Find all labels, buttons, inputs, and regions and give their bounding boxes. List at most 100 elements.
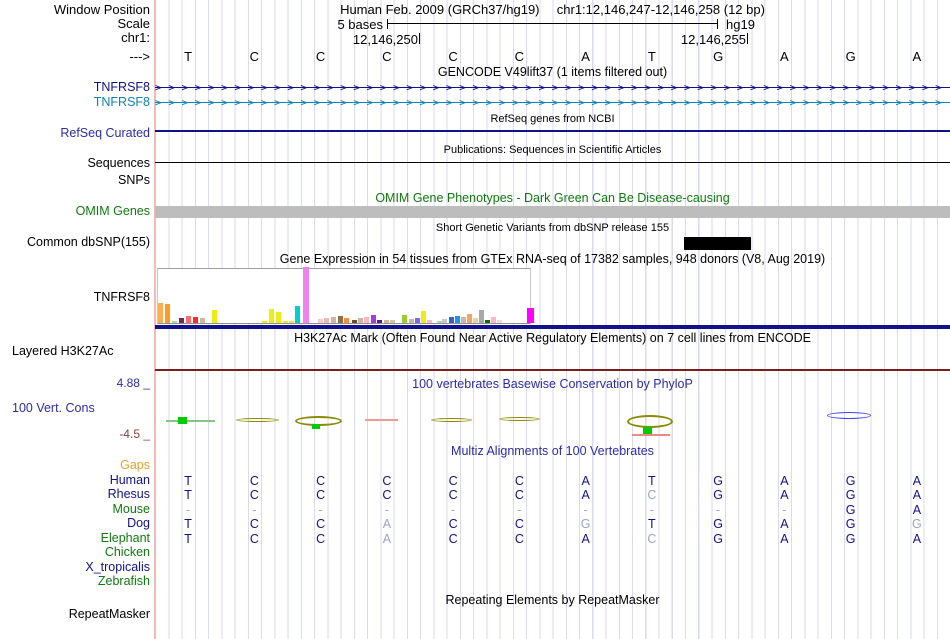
gene-label[interactable]: TNFRSF8 (93, 95, 150, 109)
gtex-expression-bar[interactable] (491, 317, 496, 323)
phylop-mark[interactable] (499, 417, 540, 421)
phylop-mark[interactable] (178, 417, 187, 424)
species-label[interactable]: Rhesus (107, 487, 150, 501)
gtex-expression-bar[interactable] (455, 316, 460, 323)
base-letter: G (845, 49, 856, 64)
refseq-gene-line[interactable] (155, 130, 950, 132)
phylop-mark[interactable] (312, 424, 320, 429)
gtex-expression-bar[interactable] (276, 312, 281, 323)
phylop-mark[interactable] (643, 427, 652, 436)
gtex-expression-bar[interactable] (467, 314, 472, 323)
gtex-expression-bar[interactable] (212, 310, 217, 323)
gtex-expression-bar[interactable] (295, 306, 300, 323)
dbsnp-variant-box[interactable] (684, 237, 751, 250)
repeatmasker-label[interactable]: RepeatMasker (68, 607, 150, 621)
gtex-gene-label[interactable]: TNFRSF8 (93, 290, 150, 304)
gene-arrow-line[interactable]: >>>>>>>>>>>>>>>>>>>>>>>>>>>>>>>>>>>>>>>>… (155, 82, 950, 95)
gtex-expression-bar[interactable] (427, 320, 432, 323)
gtex-expression-bar[interactable] (283, 321, 288, 323)
base-letter: G (713, 49, 724, 64)
dbsnp-label[interactable]: Common dbSNP(155) (27, 235, 150, 249)
species-label[interactable]: Chicken (104, 545, 150, 559)
gtex-expression-bar[interactable] (318, 319, 323, 323)
alignment-base: C (316, 488, 326, 502)
alignment-row[interactable] (155, 546, 950, 560)
gtex-expression-bar[interactable] (421, 311, 426, 323)
gtex-expression-bar[interactable] (371, 315, 376, 323)
phylop-mark[interactable] (827, 412, 871, 419)
refseq-label[interactable]: RefSeq Curated (60, 126, 150, 140)
species-label[interactable]: Elephant (100, 530, 150, 545)
species-label[interactable]: Gaps (120, 458, 150, 472)
species-label[interactable]: Dog (127, 516, 150, 530)
sequences-label[interactable]: Sequences (87, 156, 150, 170)
gtex-expression-bar[interactable] (415, 318, 420, 323)
gtex-expression-bar[interactable] (324, 318, 329, 323)
gtex-expression-bar[interactable] (527, 308, 534, 323)
gtex-expression-bar[interactable] (384, 320, 389, 323)
gtex-expression-bar[interactable] (344, 318, 349, 323)
gtex-expression-bar[interactable] (158, 303, 163, 323)
alignment-row[interactable] (155, 561, 950, 575)
snps-label[interactable]: SNPs (118, 173, 150, 187)
gtex-expression-bar[interactable] (179, 318, 184, 323)
gtex-expression-bar[interactable] (409, 319, 414, 323)
gtex-expression-bar[interactable] (461, 317, 466, 323)
h3k27ac-label[interactable]: Layered H3K27Ac (12, 344, 114, 358)
alignment-base: A (581, 488, 590, 502)
gtex-expression-bar[interactable] (303, 267, 309, 323)
gtex-expression-bar[interactable] (262, 321, 267, 323)
phylop-mark[interactable] (632, 434, 670, 436)
gtex-expression-bar[interactable] (165, 304, 170, 323)
gtex-expression-bar[interactable] (390, 320, 395, 323)
h3k27ac-baseline[interactable] (155, 369, 950, 371)
gtex-expression-bar[interactable] (402, 315, 407, 323)
species-label[interactable]: Human (109, 472, 150, 487)
gtex-expression-bar[interactable] (358, 318, 363, 323)
gtex-expression-bar[interactable] (289, 321, 294, 323)
gene-label[interactable]: TNFRSF8 (93, 80, 150, 94)
gtex-expression-bar[interactable] (186, 316, 191, 323)
alignment-base: - (517, 502, 522, 517)
phylop-track-label[interactable]: 100 Vert. Cons (12, 401, 95, 415)
h3k27ac-title: H3K27Ac Mark (Often Found Near Active Re… (294, 331, 811, 345)
gtex-expression-bar[interactable] (269, 309, 274, 323)
gtex-expression-bar[interactable] (449, 317, 454, 323)
gtex-expression-bar[interactable] (364, 317, 369, 323)
species-label[interactable]: X_tropicalis (85, 559, 150, 574)
alignment-row[interactable] (155, 459, 950, 473)
phylop-mark[interactable] (236, 418, 279, 422)
gtex-expression-bar[interactable] (193, 317, 198, 323)
omim-gene-bar[interactable] (155, 206, 950, 218)
alignment-base: A (912, 488, 922, 502)
gtex-expression-bar[interactable] (479, 310, 484, 323)
gtex-expression-bar[interactable] (331, 317, 336, 323)
gtex-expression-plot[interactable] (157, 267, 534, 324)
gtex-expression-bar[interactable] (485, 320, 490, 323)
scale-ruler (387, 19, 718, 29)
gtex-expression-bar[interactable] (442, 319, 447, 323)
phylop-mark[interactable] (365, 419, 398, 421)
alignment-row[interactable] (155, 575, 950, 589)
species-label[interactable]: Mouse (112, 501, 150, 516)
gtex-expression-bar[interactable] (473, 318, 478, 323)
phylop-mark[interactable] (431, 418, 472, 422)
gtex-expression-bar[interactable] (497, 320, 502, 323)
species-label[interactable]: Zebrafish (97, 574, 150, 588)
gene-arrow-line[interactable]: >>>>>>>>>>>>>>>>>>>>>>>>>>>>>>>>>>>>>>>>… (155, 97, 950, 110)
gtex-expression-bar[interactable] (437, 321, 442, 323)
gtex-expression-bar[interactable] (377, 320, 382, 323)
gtex-expression-bar[interactable] (352, 320, 357, 323)
omim-label[interactable]: OMIM Genes (75, 204, 150, 218)
alignment-base: A (382, 531, 392, 546)
sequences-line[interactable] (155, 162, 950, 163)
phylop-mark[interactable] (166, 420, 215, 422)
gtex-expression-bar[interactable] (172, 321, 177, 323)
gtex-expression-bar[interactable] (200, 318, 205, 323)
gtex-expression-bar[interactable] (338, 316, 343, 323)
